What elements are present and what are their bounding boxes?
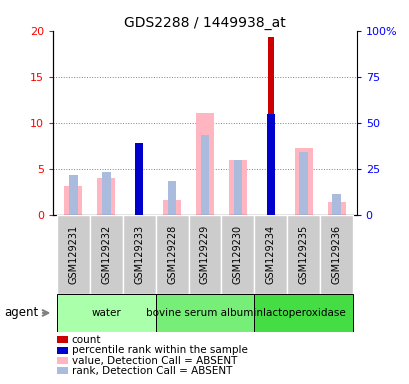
Text: lactoperoxidase: lactoperoxidase bbox=[262, 308, 344, 318]
Text: GSM129234: GSM129234 bbox=[265, 225, 275, 284]
Text: rank, Detection Call = ABSENT: rank, Detection Call = ABSENT bbox=[72, 366, 231, 376]
Text: percentile rank within the sample: percentile rank within the sample bbox=[72, 345, 247, 355]
Bar bbox=[101, 172, 110, 215]
FancyBboxPatch shape bbox=[221, 215, 254, 294]
Bar bbox=[167, 181, 176, 215]
FancyBboxPatch shape bbox=[155, 294, 254, 332]
Text: agent: agent bbox=[4, 306, 38, 319]
Bar bbox=[68, 175, 77, 215]
Bar bbox=[233, 160, 242, 215]
Text: count: count bbox=[72, 335, 101, 345]
Text: GSM129232: GSM129232 bbox=[101, 225, 111, 284]
Bar bbox=[228, 160, 247, 215]
FancyBboxPatch shape bbox=[122, 215, 155, 294]
Bar bbox=[162, 200, 181, 215]
Bar bbox=[196, 113, 213, 215]
Text: water: water bbox=[91, 308, 121, 318]
Text: GSM129229: GSM129229 bbox=[200, 225, 209, 284]
Bar bbox=[332, 194, 341, 215]
Bar bbox=[97, 178, 115, 215]
Bar bbox=[267, 37, 273, 215]
Text: GSM129236: GSM129236 bbox=[331, 225, 341, 284]
Bar bbox=[200, 135, 209, 215]
Text: GSM129228: GSM129228 bbox=[166, 225, 177, 284]
Title: GDS2288 / 1449938_at: GDS2288 / 1449938_at bbox=[124, 16, 285, 30]
FancyBboxPatch shape bbox=[56, 294, 155, 332]
Bar bbox=[136, 151, 142, 215]
Bar bbox=[266, 114, 275, 215]
Text: GSM129235: GSM129235 bbox=[298, 225, 308, 284]
Bar bbox=[64, 185, 82, 215]
Text: bovine serum albumin: bovine serum albumin bbox=[146, 308, 263, 318]
FancyBboxPatch shape bbox=[188, 215, 221, 294]
FancyBboxPatch shape bbox=[254, 294, 353, 332]
Bar bbox=[299, 152, 308, 215]
Bar bbox=[294, 148, 312, 215]
FancyBboxPatch shape bbox=[320, 215, 353, 294]
FancyBboxPatch shape bbox=[89, 215, 122, 294]
FancyBboxPatch shape bbox=[287, 215, 320, 294]
Text: GSM129233: GSM129233 bbox=[134, 225, 144, 284]
Text: GSM129231: GSM129231 bbox=[68, 225, 78, 284]
Bar bbox=[134, 143, 143, 215]
Bar bbox=[327, 202, 345, 215]
FancyBboxPatch shape bbox=[254, 215, 287, 294]
FancyBboxPatch shape bbox=[56, 215, 89, 294]
Text: value, Detection Call = ABSENT: value, Detection Call = ABSENT bbox=[72, 356, 236, 366]
Text: GSM129230: GSM129230 bbox=[232, 225, 243, 284]
FancyBboxPatch shape bbox=[155, 215, 188, 294]
